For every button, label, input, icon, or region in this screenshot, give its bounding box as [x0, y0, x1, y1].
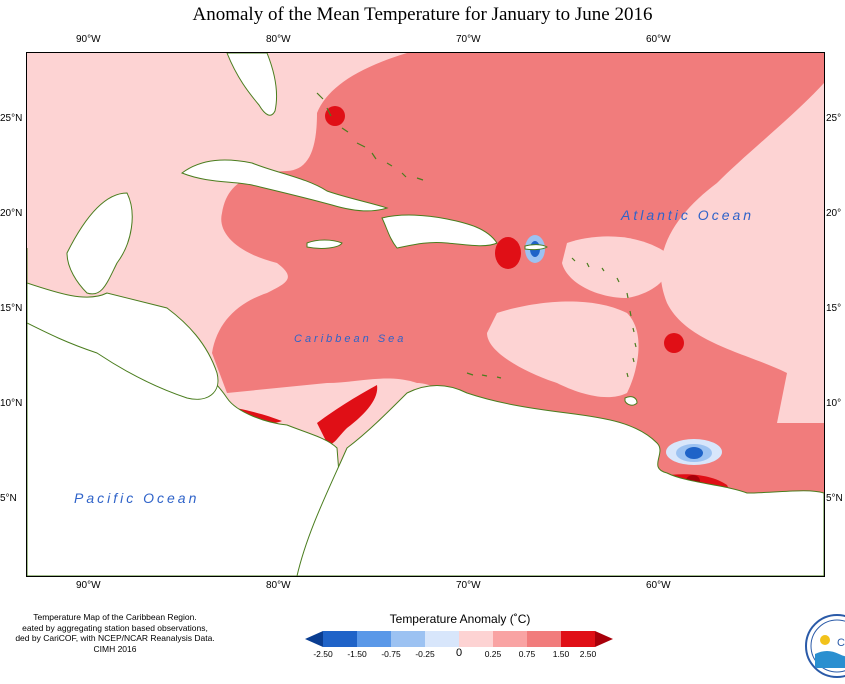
anomaly-band-light-inner — [562, 236, 670, 298]
label-caribbean-sea: Caribbean Sea — [294, 333, 407, 345]
map-title: Anomaly of the Mean Temperature for Janu… — [192, 4, 653, 25]
credit-line: ded by CariCOF, with NCEP/NCAR Reanalysi… — [15, 633, 215, 643]
legend-label: 0 — [455, 647, 463, 659]
legend-swatch-5 — [459, 631, 493, 647]
legend-label: 0.25 — [484, 649, 502, 659]
hot-spot-hispaniola — [495, 237, 521, 269]
map-frame[interactable]: Atlantic Ocean Caribbean Sea Pacific Oce… — [26, 52, 825, 577]
legend-label: -0.75 — [381, 649, 401, 659]
legend-swatch-4 — [425, 631, 459, 647]
legend-swatch-3 — [391, 631, 425, 647]
credit-block: Temperature Map of the Caribbean Region.… — [0, 612, 230, 654]
legend-colorbar — [305, 631, 613, 647]
lon-tick-top-70w: 70°W — [456, 34, 481, 45]
cold-spot-guyana — [685, 447, 703, 459]
legend-swatch-0 — [305, 631, 323, 647]
legend-swatch-2 — [357, 631, 391, 647]
legend-label: 2.50 — [579, 649, 597, 659]
logo-text: CIM — [837, 637, 845, 649]
lon-tick-bottom-80w: 80°W — [266, 580, 291, 591]
credit-line: Temperature Map of the Caribbean Region. — [33, 612, 197, 622]
logo-icon: CIM — [810, 619, 845, 673]
lat-tick-right-15: 15° — [826, 303, 842, 314]
lat-tick-right-5n: 5°N — [826, 493, 843, 504]
legend-title: Temperature Anomaly (˚C) — [389, 612, 531, 626]
land-hispaniola — [381, 214, 498, 249]
legend-swatch-8 — [561, 631, 595, 647]
lat-tick-left-10n: 10°N — [0, 398, 23, 409]
land-south-america — [296, 385, 824, 576]
lat-tick-left-25n: 25°N — [0, 113, 23, 124]
legend-label: 1.50 — [552, 649, 570, 659]
lon-tick-bottom-70w: 70°W — [456, 580, 481, 591]
legend-label: 0.75 — [518, 649, 536, 659]
hot-spot-colombia — [317, 385, 378, 445]
islands-abc — [466, 372, 502, 379]
lat-tick-right-20: 20° — [826, 208, 842, 219]
lon-tick-bottom-60w: 60°W — [646, 580, 671, 591]
cimh-logo: CIM — [805, 614, 845, 678]
lon-tick-top-90w: 90°W — [76, 34, 101, 45]
lon-tick-top-80w: 80°W — [266, 34, 291, 45]
land-florida — [226, 53, 278, 116]
label-atlantic-ocean: Atlantic Ocean — [621, 207, 755, 223]
credit-line: eated by aggregating station based obser… — [22, 622, 208, 633]
land-puerto-rico — [524, 244, 548, 251]
land-trinidad — [624, 396, 638, 406]
legend-swatch-9 — [595, 631, 613, 647]
anomaly-map — [27, 53, 824, 576]
legend-label: -1.50 — [347, 649, 367, 659]
lat-tick-right-10: 10° — [826, 398, 842, 409]
legend-swatch-1 — [323, 631, 357, 647]
islands-lesser-antilles — [571, 257, 637, 378]
lon-tick-bottom-90w: 90°W — [76, 580, 101, 591]
anomaly-band-light-inner — [487, 301, 639, 398]
land-central-america-west — [27, 282, 219, 400]
legend-label: -2.50 — [313, 649, 333, 659]
legend-swatch-6 — [493, 631, 527, 647]
hot-spot-bahamas — [325, 106, 345, 126]
legend-label: -0.25 — [415, 649, 435, 659]
lat-tick-left-20n: 20°N — [0, 208, 23, 219]
land-cuba — [180, 159, 389, 212]
land-jamaica — [306, 239, 343, 249]
credit-line: CIMH 2016 — [93, 643, 137, 654]
land-yucatan — [66, 192, 133, 295]
legend-swatch-7 — [527, 631, 561, 647]
lat-tick-left-15n: 15°N — [0, 303, 23, 314]
lon-tick-top-60w: 60°W — [646, 34, 671, 45]
lat-tick-left-5n: 5°N — [0, 493, 17, 504]
islands-bahamas — [316, 92, 424, 181]
lat-tick-right-25: 25° — [826, 113, 842, 124]
label-pacific-ocean: Pacific Ocean — [74, 490, 200, 506]
hot-spot-lesser-antilles — [664, 333, 684, 353]
